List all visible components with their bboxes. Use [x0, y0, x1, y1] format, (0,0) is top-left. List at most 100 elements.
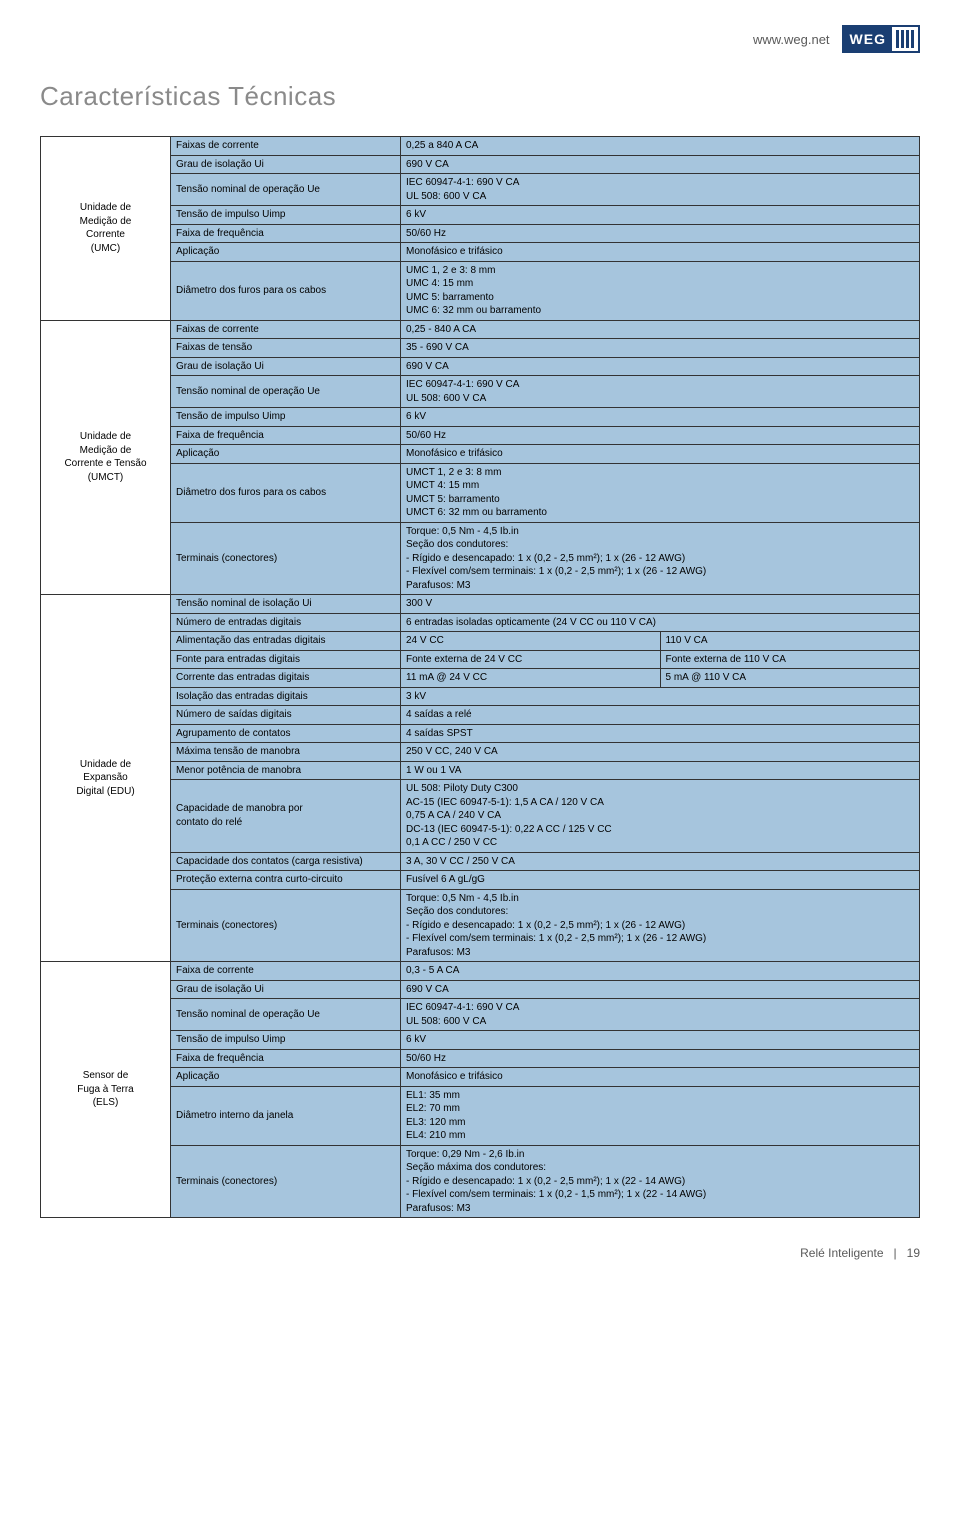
table-row: Diâmetro dos furos para os cabosUMCT 1, … [41, 463, 920, 522]
table-row: Número de entradas digitais6 entradas is… [41, 613, 920, 632]
spec-label: Terminais (conectores) [171, 889, 401, 962]
spec-value: 0,25 a 840 A CA [401, 137, 920, 156]
page-header: www.weg.net WEG [40, 25, 920, 53]
spec-label: Menor potência de manobra [171, 761, 401, 780]
spec-value: 50/60 Hz [401, 426, 920, 445]
table-row: Tensão de impulso Uimp6 kV [41, 1031, 920, 1050]
table-row: Diâmetro dos furos para os cabosUMC 1, 2… [41, 261, 920, 320]
table-row: Unidade de Medição de Corrente e Tensão … [41, 320, 920, 339]
table-row: Tensão de impulso Uimp6 kV [41, 408, 920, 427]
spec-value: UMC 1, 2 e 3: 8 mm UMC 4: 15 mm UMC 5: b… [401, 261, 920, 320]
spec-value: IEC 60947-4-1: 690 V CA UL 508: 600 V CA [401, 376, 920, 408]
table-row: Unidade de Medição de Corrente (UMC)Faix… [41, 137, 920, 156]
spec-label: Aplicação [171, 445, 401, 464]
brand-logo: WEG [842, 25, 920, 53]
spec-label: Tensão nominal de operação Ue [171, 174, 401, 206]
table-row: Capacidade de manobra por contato do rel… [41, 780, 920, 853]
table-row: Faixa de frequência50/60 Hz [41, 426, 920, 445]
table-row: AplicaçãoMonofásico e trifásico [41, 1068, 920, 1087]
spec-value: 690 V CA [401, 980, 920, 999]
spec-label: Número de entradas digitais [171, 613, 401, 632]
specs-table: Unidade de Medição de Corrente (UMC)Faix… [40, 136, 920, 1218]
page-title: Características Técnicas [40, 81, 920, 112]
table-row: Terminais (conectores)Torque: 0,5 Nm - 4… [41, 889, 920, 962]
spec-value: Torque: 0,5 Nm - 4,5 Ib.in Seção dos con… [401, 522, 920, 595]
footer-sep: | [894, 1246, 897, 1260]
category-cell: Unidade de Expansão Digital (EDU) [41, 595, 171, 962]
spec-label: Tensão nominal de operação Ue [171, 999, 401, 1031]
spec-label: Faixas de corrente [171, 320, 401, 339]
table-row: Unidade de Expansão Digital (EDU)Tensão … [41, 595, 920, 614]
spec-value: Monofásico e trifásico [401, 445, 920, 464]
table-row: Corrente das entradas digitais11 mA @ 24… [41, 669, 920, 688]
table-row: Terminais (conectores)Torque: 0,29 Nm - … [41, 1145, 920, 1218]
table-row: Tensão nominal de operação UeIEC 60947-4… [41, 174, 920, 206]
spec-label: Diâmetro interno da janela [171, 1086, 401, 1145]
table-row: Menor potência de manobra1 W ou 1 VA [41, 761, 920, 780]
table-row: Isolação das entradas digitais3 kV [41, 687, 920, 706]
spec-label: Diâmetro dos furos para os cabos [171, 463, 401, 522]
spec-value: IEC 60947-4-1: 690 V CA UL 508: 600 V CA [401, 999, 920, 1031]
spec-label: Grau de isolação Ui [171, 155, 401, 174]
page-footer: Relé Inteligente | 19 [40, 1246, 920, 1260]
spec-value: 6 kV [401, 206, 920, 225]
spec-label: Faixa de frequência [171, 1049, 401, 1068]
spec-label: Terminais (conectores) [171, 522, 401, 595]
spec-label: Corrente das entradas digitais [171, 669, 401, 688]
spec-label: Agrupamento de contatos [171, 724, 401, 743]
spec-label: Número de saídas digitais [171, 706, 401, 725]
spec-label: Tensão nominal de operação Ue [171, 376, 401, 408]
logo-bars-icon [892, 27, 918, 51]
spec-label: Faixa de corrente [171, 962, 401, 981]
spec-label: Aplicação [171, 243, 401, 262]
spec-value: UL 508: Piloty Duty C300 AC-15 (IEC 6094… [401, 780, 920, 853]
spec-value: 3 A, 30 V CC / 250 V CA [401, 852, 920, 871]
spec-label: Faixa de frequência [171, 426, 401, 445]
spec-value: 50/60 Hz [401, 224, 920, 243]
spec-value: 35 - 690 V CA [401, 339, 920, 358]
table-row: Terminais (conectores)Torque: 0,5 Nm - 4… [41, 522, 920, 595]
table-row: Tensão de impulso Uimp6 kV [41, 206, 920, 225]
spec-label: Terminais (conectores) [171, 1145, 401, 1218]
spec-value: 1 W ou 1 VA [401, 761, 920, 780]
spec-value: Fusível 6 A gL/gG [401, 871, 920, 890]
spec-value: Monofásico e trifásico [401, 1068, 920, 1087]
table-row: Tensão nominal de operação UeIEC 60947-4… [41, 376, 920, 408]
spec-value: 300 V [401, 595, 920, 614]
table-row: Grau de isolação Ui690 V CA [41, 155, 920, 174]
spec-label: Fonte para entradas digitais [171, 650, 401, 669]
table-row: Grau de isolação Ui690 V CA [41, 357, 920, 376]
category-cell: Unidade de Medição de Corrente (UMC) [41, 137, 171, 321]
table-row: Máxima tensão de manobra250 V CC, 240 V … [41, 743, 920, 762]
spec-value: 6 entradas isoladas opticamente (24 V CC… [401, 613, 920, 632]
spec-value: UMCT 1, 2 e 3: 8 mm UMCT 4: 15 mm UMCT 5… [401, 463, 920, 522]
category-cell: Sensor de Fuga à Terra (ELS) [41, 962, 171, 1218]
spec-label: Alimentação das entradas digitais [171, 632, 401, 651]
spec-value: 110 V CA [660, 632, 920, 651]
spec-value: 3 kV [401, 687, 920, 706]
table-row: AplicaçãoMonofásico e trifásico [41, 445, 920, 464]
spec-value: Monofásico e trifásico [401, 243, 920, 262]
logo-text: WEG [844, 27, 892, 51]
table-row: Fonte para entradas digitaisFonte extern… [41, 650, 920, 669]
spec-value: 4 saídas SPST [401, 724, 920, 743]
spec-label: Aplicação [171, 1068, 401, 1087]
spec-value: 250 V CC, 240 V CA [401, 743, 920, 762]
spec-label: Capacidade de manobra por contato do rel… [171, 780, 401, 853]
spec-value: 5 mA @ 110 V CA [660, 669, 920, 688]
spec-value: Torque: 0,29 Nm - 2,6 Ib.in Seção máxima… [401, 1145, 920, 1218]
table-row: Proteção externa contra curto-circuitoFu… [41, 871, 920, 890]
table-row: Diâmetro interno da janelaEL1: 35 mm EL2… [41, 1086, 920, 1145]
spec-label: Capacidade dos contatos (carga resistiva… [171, 852, 401, 871]
spec-label: Diâmetro dos furos para os cabos [171, 261, 401, 320]
table-row: Sensor de Fuga à Terra (ELS)Faixa de cor… [41, 962, 920, 981]
footer-page-number: 19 [907, 1246, 920, 1260]
spec-value: Fonte externa de 24 V CC [401, 650, 661, 669]
table-row: Alimentação das entradas digitais24 V CC… [41, 632, 920, 651]
spec-label: Isolação das entradas digitais [171, 687, 401, 706]
spec-value: 690 V CA [401, 357, 920, 376]
spec-label: Grau de isolação Ui [171, 357, 401, 376]
table-row: Faixas de tensão35 - 690 V CA [41, 339, 920, 358]
spec-value: IEC 60947-4-1: 690 V CA UL 508: 600 V CA [401, 174, 920, 206]
table-row: Capacidade dos contatos (carga resistiva… [41, 852, 920, 871]
